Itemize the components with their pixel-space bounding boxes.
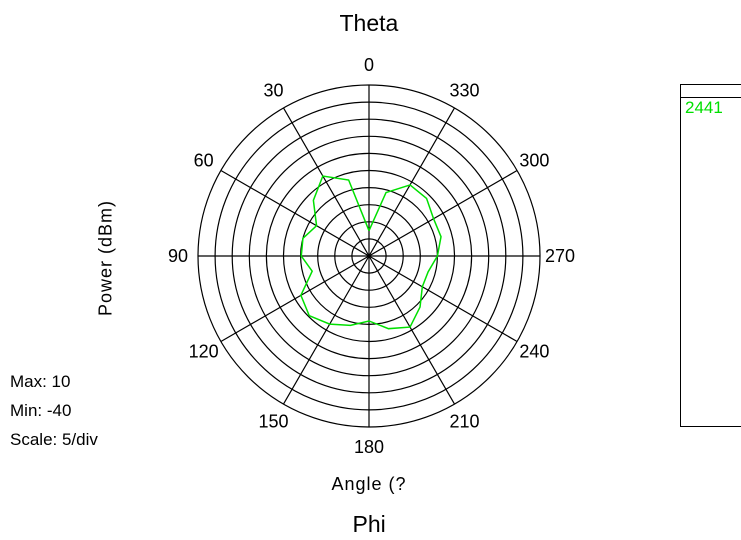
grid-spoke [368,255,518,343]
radial-axis-label: Power (dBm) [95,199,116,317]
angle-tick-label: 150 [258,411,288,431]
grid-spoke [368,169,518,257]
angle-tick-label: 300 [519,151,549,171]
angle-tick-label: 240 [519,342,549,362]
grid-spoke [220,255,370,343]
angle-tick-label: 60 [194,151,214,171]
grid-spoke [368,107,456,257]
grid-spoke [282,107,370,257]
stat-scale: Scale: 5/div [10,430,98,449]
angle-tick-label: 330 [449,81,479,101]
chart-title: Theta [339,10,399,36]
stat-min: Min: -40 [10,401,72,420]
angle-tick-label: 30 [263,81,283,101]
stat-max: Max: 10 [10,372,71,391]
grid-spoke [282,255,370,405]
series-line [300,175,442,330]
angle-tick-label: 120 [189,342,219,362]
angle-tick-label: 210 [449,411,479,431]
angle-tick-label: 0 [364,55,374,75]
angle-tick-label: 90 [168,246,188,266]
angle-tick-label: 270 [545,246,575,266]
grid-spoke [368,255,456,405]
grid-spoke [220,169,370,257]
legend-divider [681,97,741,98]
angle-tick-label: 180 [354,437,384,457]
chart-subtitle: Phi [352,511,386,537]
angle-axis-label: Angle (? [331,474,407,494]
legend-entry: 2441 [685,98,723,117]
legend: 2441 [680,84,741,427]
